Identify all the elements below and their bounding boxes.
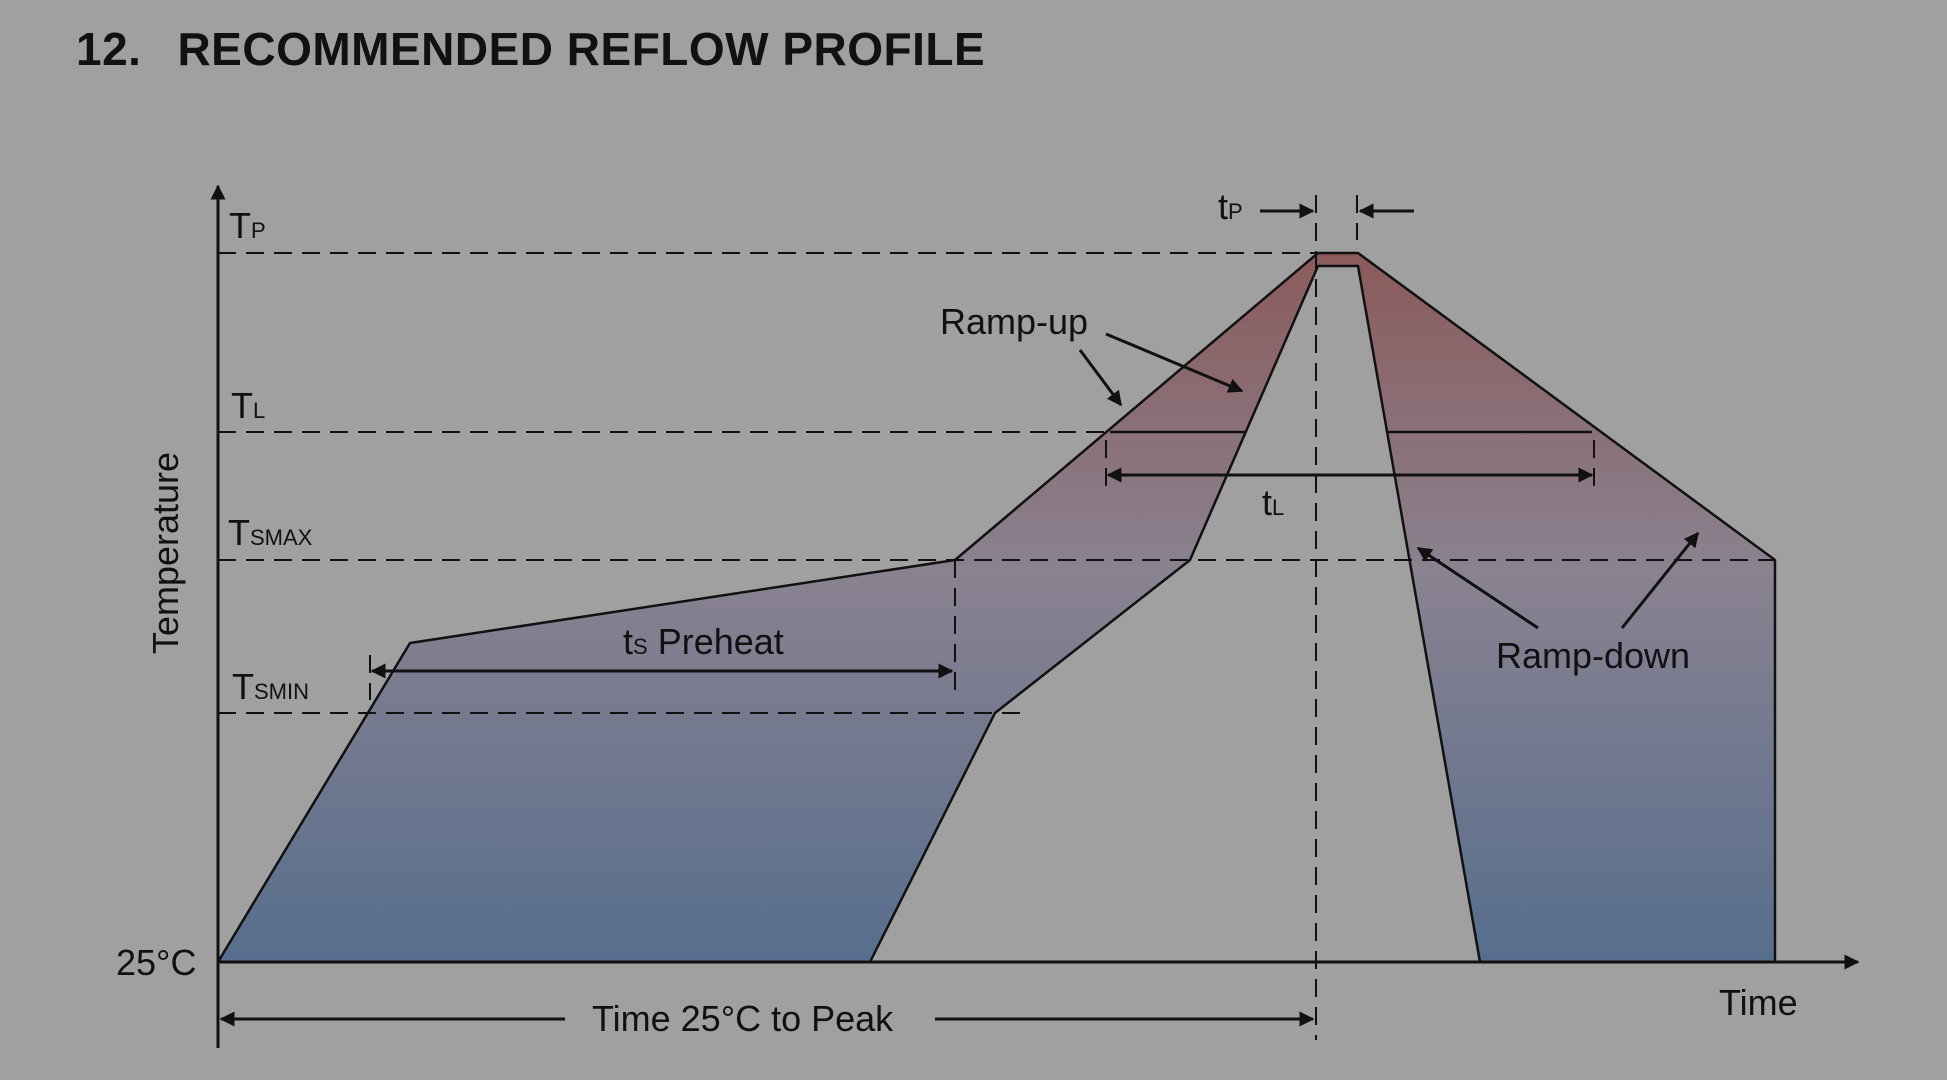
section-heading: 12. RECOMMENDED REFLOW PROFILE [76,22,985,76]
profile-band [216,251,1777,964]
preheat-label: tS Preheat [623,621,784,662]
x-axis-label: Time [1719,982,1798,1023]
time-to-peak-label: Time 25°C to Peak [592,998,894,1039]
origin-label: 25°C [116,942,196,983]
section-number: 12. [76,23,142,75]
tl-time-label: tL [1262,482,1284,523]
ramp-up-pointer-2 [1105,332,1244,393]
tsmin-level-label: TSMIN [232,666,309,707]
tp-level-label: TP [229,205,266,246]
ramp-down-label: Ramp-down [1496,635,1690,676]
ramp-up-label: Ramp-up [940,301,1088,342]
y-axis-label: Temperature [145,452,186,654]
tl-level-label: TL [231,385,265,426]
tp-time-label: tP [1218,186,1243,227]
tsmax-level-label: TSMAX [228,512,313,553]
ramp-down-pointer-2 [1620,531,1700,629]
ramp-down-pointer-1 [1416,546,1539,630]
ramp-up-pointer-1 [1078,349,1123,407]
section-title: RECOMMENDED REFLOW PROFILE [177,23,986,75]
